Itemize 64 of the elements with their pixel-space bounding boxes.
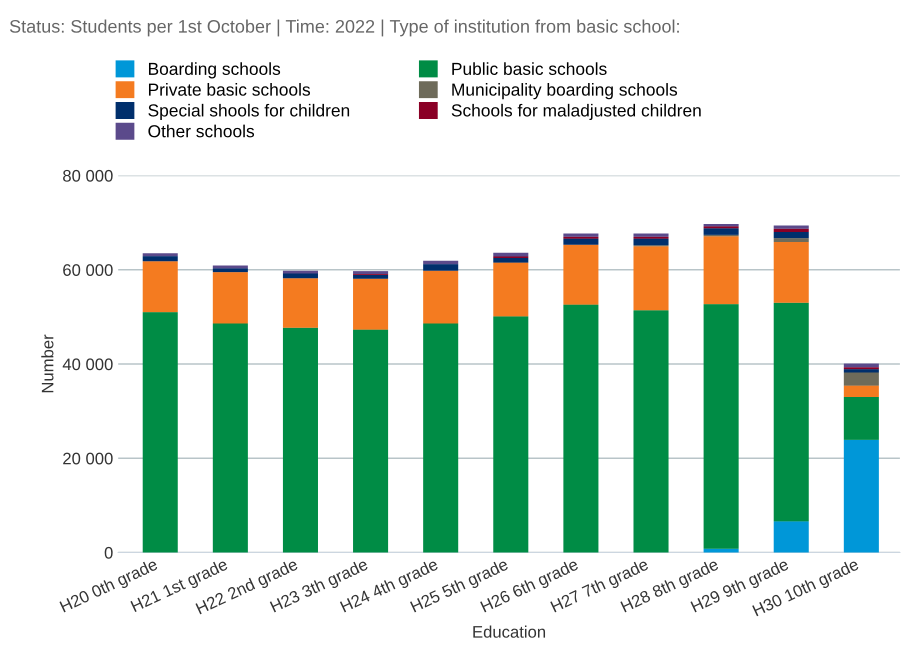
bar [633, 238, 669, 246]
bar [423, 323, 458, 552]
bar [844, 364, 879, 368]
bar [704, 548, 739, 552]
bar [774, 242, 809, 303]
bar [212, 268, 248, 272]
legend-label: Special shools for children [148, 104, 350, 120]
bar [774, 521, 809, 552]
bar [212, 266, 248, 268]
bar [633, 310, 669, 552]
bar [633, 233, 669, 237]
bar [282, 274, 318, 278]
bar [563, 244, 598, 305]
y-tick-label: 20 000 [63, 452, 113, 464]
bar [353, 278, 388, 330]
bar [212, 272, 248, 324]
bar [774, 302, 809, 522]
legend-label: Schools for maladjusted children [452, 104, 701, 120]
legend-label: Public basic schools [452, 62, 607, 76]
bar [563, 304, 598, 552]
y-tick-label: 40 000 [62, 358, 113, 370]
bar [142, 256, 178, 262]
bar [563, 238, 598, 245]
bar [353, 330, 388, 552]
bar [704, 228, 739, 235]
bar [423, 260, 458, 264]
bar [844, 369, 879, 372]
bar [282, 328, 318, 552]
bar [142, 312, 178, 552]
bar [142, 253, 178, 256]
bar [353, 271, 388, 274]
bar [563, 233, 598, 237]
y-tick-label: 0 [104, 546, 113, 559]
chart-title: Status: Students per 1st October | Time: 2022 | Type of institution from basic school: [10, 20, 679, 36]
bar [704, 236, 739, 304]
bar [844, 440, 879, 552]
bar [423, 270, 458, 324]
legend-label: Other schools [148, 124, 254, 138]
bar [844, 372, 879, 386]
x-axis-title: Education [473, 626, 546, 638]
bar [493, 252, 528, 257]
bar [704, 304, 739, 549]
y-axis-title: Number [41, 334, 54, 392]
bar [774, 238, 809, 242]
bar [353, 274, 388, 279]
bar [844, 396, 879, 440]
bar [774, 228, 809, 232]
bar [493, 258, 528, 263]
bar [844, 386, 879, 397]
bar [142, 261, 178, 312]
bar [493, 262, 528, 316]
y-tick-label: 80 000 [63, 170, 113, 182]
bar [774, 232, 809, 238]
legend-label: Boarding schools [148, 62, 280, 78]
bar [423, 264, 458, 271]
bar [633, 246, 669, 310]
y-tick-label: 60 000 [63, 264, 113, 276]
bar [282, 270, 318, 274]
bar [212, 323, 248, 552]
legend-label: Municipality boarding schools [452, 83, 678, 100]
bar [774, 225, 809, 229]
bar [282, 278, 318, 328]
legend-label: Private basic schools [148, 83, 310, 96]
bar [493, 316, 528, 552]
